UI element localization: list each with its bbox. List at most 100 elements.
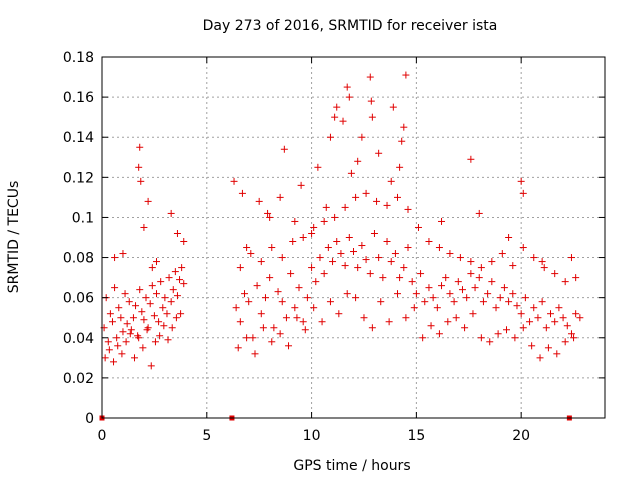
data-point bbox=[425, 238, 433, 246]
data-point bbox=[408, 278, 416, 286]
y-tick-label: 0 bbox=[85, 411, 94, 427]
data-point bbox=[316, 254, 324, 262]
y-tick-label: 0.08 bbox=[63, 251, 94, 267]
data-point bbox=[172, 314, 180, 322]
data-point bbox=[471, 284, 479, 292]
data-point bbox=[146, 300, 154, 308]
data-point bbox=[391, 250, 399, 258]
data-point bbox=[163, 310, 171, 318]
data-point bbox=[293, 314, 301, 322]
data-point bbox=[148, 264, 156, 272]
data-point bbox=[526, 318, 534, 326]
data-point bbox=[350, 248, 357, 256]
y-tick-label: 0.04 bbox=[63, 331, 94, 347]
data-point bbox=[167, 209, 175, 217]
data-point bbox=[383, 238, 391, 246]
data-point bbox=[164, 336, 172, 344]
data-point bbox=[425, 284, 433, 292]
data-point bbox=[551, 318, 559, 326]
data-point bbox=[139, 344, 147, 352]
data-point bbox=[167, 298, 175, 306]
data-point bbox=[517, 177, 525, 185]
data-point bbox=[567, 330, 575, 338]
data-point bbox=[173, 292, 181, 300]
data-point bbox=[421, 298, 429, 306]
data-point bbox=[396, 163, 404, 171]
data-point bbox=[373, 197, 381, 205]
x-tick-label: 20 bbox=[512, 428, 530, 444]
data-point bbox=[236, 264, 244, 272]
data-point bbox=[435, 244, 443, 252]
data-point bbox=[521, 294, 529, 302]
data-point bbox=[429, 294, 437, 302]
data-point bbox=[496, 294, 504, 302]
data-point bbox=[180, 280, 188, 288]
data-point bbox=[147, 362, 155, 370]
data-point bbox=[106, 310, 114, 318]
data-point bbox=[308, 229, 316, 237]
data-point bbox=[400, 123, 408, 131]
data-point bbox=[236, 318, 244, 326]
data-point bbox=[435, 330, 443, 338]
data-point bbox=[245, 298, 253, 306]
data-point bbox=[270, 324, 278, 332]
data-point bbox=[475, 209, 483, 217]
data-point bbox=[168, 324, 176, 332]
data-point bbox=[105, 346, 113, 354]
data-point bbox=[160, 322, 168, 330]
plot-frame bbox=[101, 56, 606, 419]
data-point bbox=[488, 278, 496, 286]
data-point bbox=[111, 254, 119, 262]
data-point bbox=[261, 294, 269, 302]
data-point bbox=[274, 288, 282, 296]
data-point bbox=[299, 318, 307, 326]
data-point bbox=[123, 320, 131, 328]
data-point bbox=[150, 312, 158, 320]
data-point bbox=[136, 286, 144, 294]
data-point bbox=[341, 203, 349, 211]
y-tick-label: 0.18 bbox=[63, 50, 94, 66]
data-point bbox=[394, 290, 402, 298]
data-point bbox=[125, 298, 133, 306]
data-point bbox=[335, 310, 343, 318]
data-point bbox=[142, 294, 150, 302]
data-point bbox=[389, 103, 397, 111]
data-point bbox=[553, 350, 561, 358]
data-point bbox=[308, 264, 316, 272]
data-point bbox=[362, 189, 370, 197]
data-point bbox=[402, 71, 410, 79]
data-point bbox=[559, 314, 567, 322]
data-point bbox=[358, 133, 366, 141]
data-point bbox=[513, 302, 521, 310]
data-point bbox=[121, 290, 129, 298]
data-point bbox=[310, 223, 318, 231]
data-point bbox=[341, 262, 349, 270]
data-point bbox=[530, 254, 538, 262]
data-point bbox=[282, 314, 290, 322]
data-point bbox=[230, 177, 238, 185]
data-point bbox=[450, 298, 458, 306]
data-point bbox=[266, 213, 274, 221]
data-point bbox=[377, 298, 385, 306]
data-point bbox=[232, 304, 240, 312]
data-point bbox=[502, 326, 510, 334]
data-point bbox=[303, 294, 311, 302]
data-point bbox=[484, 290, 492, 298]
data-point bbox=[402, 314, 410, 322]
data-point bbox=[477, 334, 485, 342]
data-point bbox=[129, 314, 137, 322]
data-point bbox=[394, 193, 402, 201]
data-point bbox=[155, 318, 163, 326]
y-tick-label: 0.02 bbox=[63, 371, 94, 387]
data-point bbox=[572, 310, 580, 318]
data-point bbox=[247, 250, 255, 258]
data-point bbox=[280, 145, 288, 153]
data-point bbox=[551, 270, 559, 278]
axis-ticks: 0 0.02 0.04 0.06 0.08 0.1 0.12 0.14 0.16 0.18 0 5 10… bbox=[63, 50, 605, 444]
data-point bbox=[104, 338, 112, 346]
data-point bbox=[444, 318, 452, 326]
data-point bbox=[276, 330, 284, 338]
data-point bbox=[375, 254, 383, 262]
data-point bbox=[396, 274, 404, 282]
data-point bbox=[417, 270, 425, 278]
